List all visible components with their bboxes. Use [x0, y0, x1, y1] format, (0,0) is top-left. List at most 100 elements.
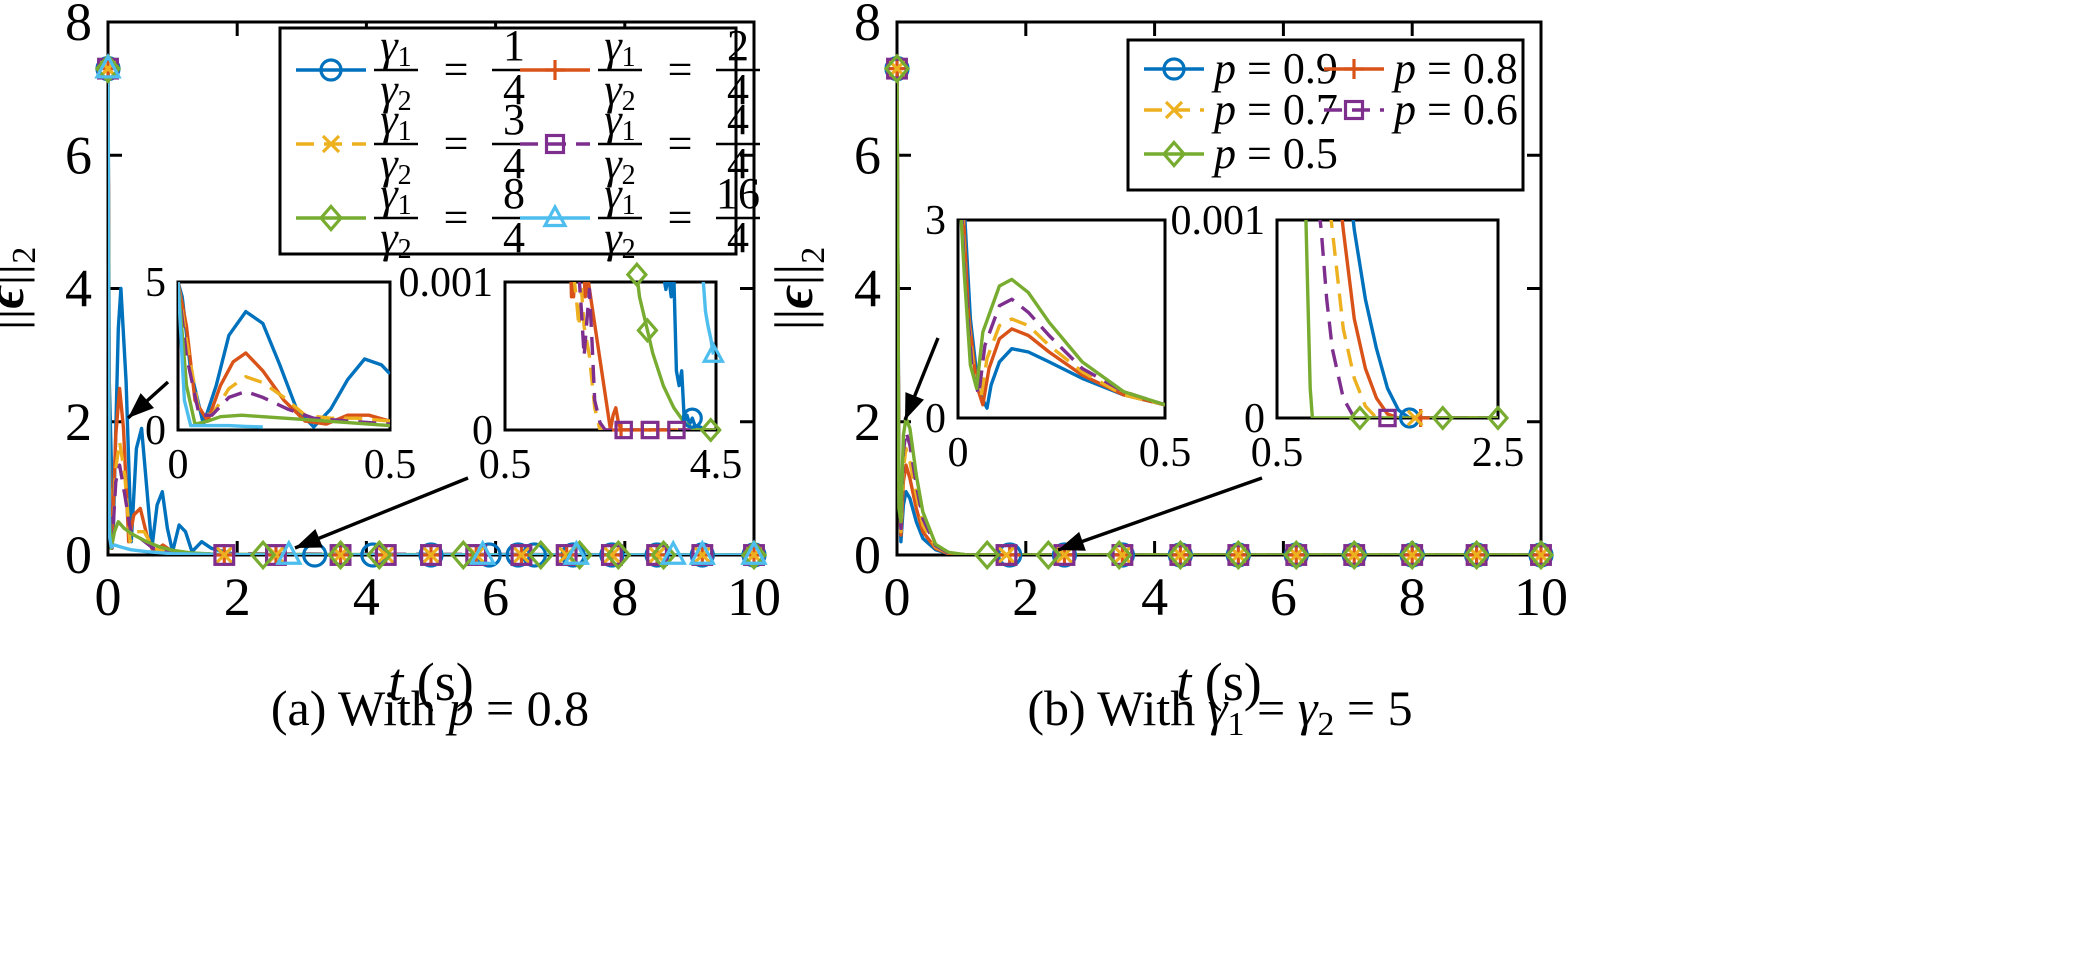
- pointer-arrow-line: [294, 476, 469, 550]
- y-tick-label: 2: [854, 392, 881, 452]
- inset-data-point-purple: [614, 420, 633, 440]
- data-point-green: [94, 53, 122, 84]
- inset-x-tick-label: 0.5: [1251, 430, 1304, 476]
- inset-data-point-yellow: [1406, 409, 1424, 427]
- legend-value-numerator: 1: [503, 21, 525, 70]
- data-point-green: [249, 539, 277, 571]
- x-tick-label: 10: [1514, 567, 1568, 627]
- inset-x-tick-label: 0.5: [1139, 430, 1192, 476]
- data-point-green: [1106, 539, 1133, 571]
- legend-value-numerator: 2: [727, 21, 749, 70]
- data-point-cyan: [275, 539, 303, 565]
- inset-x-tick-label: 4.5: [690, 442, 743, 488]
- inset-series-line-blue: [662, 282, 707, 430]
- y-tick-label: 2: [65, 392, 92, 452]
- data-point-green: [1463, 539, 1490, 571]
- x-tick-label: 6: [482, 567, 509, 627]
- legend-box: [1126, 38, 1525, 192]
- legend-marker: [1161, 140, 1187, 168]
- chart-caption: (a) With p = 0.8: [271, 680, 589, 736]
- legend-value-denominator: 4: [503, 139, 525, 188]
- inset-series-layer: [959, 220, 1165, 410]
- legend-fraction-denominator: γ2: [604, 213, 635, 265]
- inset-y-tick-label: 0: [925, 396, 946, 442]
- x-tick-label: 8: [1399, 567, 1426, 627]
- legend-label: p = 0.5: [1211, 129, 1338, 178]
- series-line-purple: [897, 68, 1541, 555]
- inset-data-point-green: [699, 417, 722, 443]
- inset-series-line-yellow: [960, 220, 1165, 407]
- legend-label: p = 0.7: [1211, 85, 1338, 134]
- legend-fraction-numerator: γ1: [380, 169, 411, 221]
- inset-y-tick-label: 0.001: [399, 260, 494, 306]
- inset-data-point-green: [1431, 405, 1454, 431]
- legend-fraction-denominator: γ2: [380, 139, 411, 191]
- pointer-arrow-head: [128, 393, 155, 418]
- data-point-cyan: [688, 539, 717, 565]
- legend-fraction-denominator: γ2: [380, 65, 411, 117]
- legend-item-orange: p = 0.8: [1324, 44, 1518, 93]
- legend-value-denominator: 4: [503, 213, 525, 262]
- y-tick-label: 6: [854, 125, 881, 185]
- legend-item-blue: p = 0.9: [1144, 44, 1338, 93]
- legend: p = 0.9 p = 0.8 p = 0.7 p = 0.6 p = 0.5: [1126, 38, 1525, 192]
- data-point-green: [327, 539, 354, 571]
- inset-data-point-purple: [640, 420, 660, 440]
- legend-label: p = 0.9: [1211, 44, 1338, 93]
- legend-item-green: p = 0.5: [1144, 129, 1338, 178]
- inset-x-tick-label: 0.5: [364, 442, 417, 488]
- inset-series-line-cyan: [178, 282, 263, 429]
- inset-data-point-green: [625, 261, 648, 288]
- data-point-green: [366, 539, 393, 571]
- inset-data-point-green: [1348, 405, 1371, 431]
- legend-marker: [1344, 59, 1364, 79]
- inset-y-tick-label: 5: [145, 260, 166, 306]
- inset-data-point-cyan: [701, 341, 726, 363]
- legend-value-numerator: 4: [727, 95, 749, 144]
- data-point-yellow: [375, 545, 396, 565]
- data-point-yellow: [601, 545, 622, 565]
- y-tick-label: 4: [65, 259, 92, 319]
- y-tick-label: 8: [65, 0, 92, 52]
- data-point-green: [1527, 539, 1555, 571]
- legend-equals: =: [668, 45, 693, 94]
- data-point-cyan: [468, 539, 497, 565]
- y-axis-label: ||ϵ||2: [764, 247, 832, 330]
- legend-value-denominator: 4: [503, 65, 525, 114]
- x-tick-label: 6: [1270, 567, 1297, 627]
- x-tick-label: 2: [224, 567, 251, 627]
- chart-caption: (b) With γ1 = γ2 = 5: [1027, 680, 1412, 743]
- legend-item-yellow: p = 0.7: [1144, 85, 1338, 134]
- y-tick-label: 4: [854, 259, 881, 319]
- legend-marker: [321, 134, 341, 154]
- legend-fraction-numerator: γ1: [604, 169, 635, 221]
- legend-marker: [1164, 100, 1184, 120]
- data-point-green: [974, 539, 1001, 571]
- x-tick-label: 0: [884, 567, 911, 627]
- inset-series-line-green: [178, 282, 390, 428]
- inset-y-tick-label: 0: [1244, 396, 1265, 442]
- inset-data-point-purple: [667, 420, 686, 440]
- legend-value-numerator: 3: [503, 95, 525, 144]
- inset-x-tick-label: 0.5: [479, 442, 532, 488]
- legend-marker: [544, 133, 566, 155]
- legend-marker: [318, 204, 344, 232]
- y-tick-label: 0: [854, 525, 881, 585]
- legend-fraction-denominator: γ2: [380, 213, 411, 265]
- data-point-green: [1283, 539, 1310, 571]
- inset-series-line-orange: [961, 220, 1165, 407]
- y-tick-label: 8: [854, 0, 881, 52]
- inset-x-tick-label: 0: [168, 442, 189, 488]
- data-point-green: [650, 539, 677, 571]
- legend-value-numerator: 8: [503, 169, 525, 218]
- data-point-cyan: [94, 53, 122, 79]
- legend-fraction-numerator: γ1: [380, 21, 411, 73]
- inset-y-tick-label: 0: [472, 408, 493, 454]
